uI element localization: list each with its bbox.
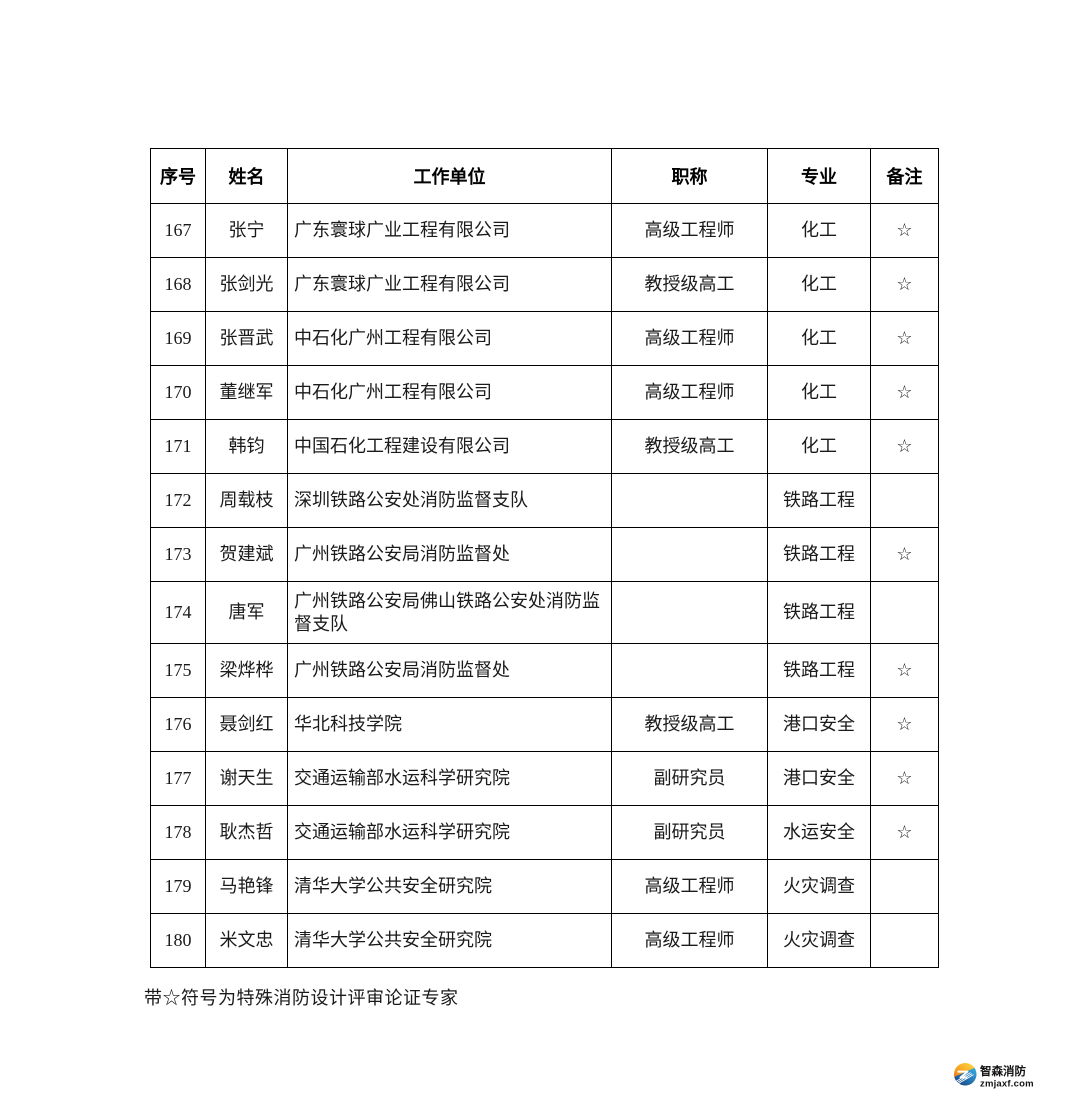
svg-text:zmjaxf.com: zmjaxf.com — [980, 1079, 1034, 1090]
svg-text:智森消防: 智森消防 — [980, 1064, 1026, 1078]
